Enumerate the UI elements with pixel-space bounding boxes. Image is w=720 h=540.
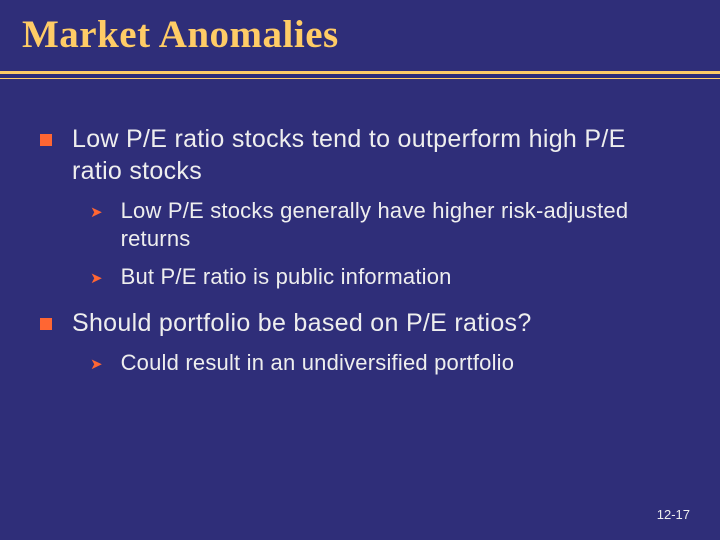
bullet-item: Should portfolio be based on P/E ratios? [40,307,680,339]
slide-content: Low P/E ratio stocks tend to outperform … [0,79,720,378]
title-area: Market Anomalies [0,0,720,57]
sub-bullet-item: ➤ Could result in an undiversified portf… [90,349,680,377]
title-underline-thick [0,71,720,74]
page-number: 12-17 [657,507,690,522]
sub-bullet-item: ➤ But P/E ratio is public information [90,263,680,291]
sub-bullet-text: But P/E ratio is public information [121,263,452,291]
arrow-bullet-icon: ➤ [90,203,103,221]
sub-bullet-item: ➤ Low P/E stocks generally have higher r… [90,197,680,253]
bullet-text: Should portfolio be based on P/E ratios? [72,307,532,339]
arrow-bullet-icon: ➤ [90,269,103,287]
square-bullet-icon [40,134,52,146]
slide: Market Anomalies Low P/E ratio stocks te… [0,0,720,540]
arrow-bullet-icon: ➤ [90,355,103,373]
bullet-text: Low P/E ratio stocks tend to outperform … [72,123,680,187]
slide-title: Market Anomalies [22,12,720,57]
square-bullet-icon [40,318,52,330]
sub-bullet-text: Low P/E stocks generally have higher ris… [121,197,680,253]
sub-bullet-text: Could result in an undiversified portfol… [121,349,515,377]
bullet-item: Low P/E ratio stocks tend to outperform … [40,123,680,187]
spacer [40,291,680,307]
